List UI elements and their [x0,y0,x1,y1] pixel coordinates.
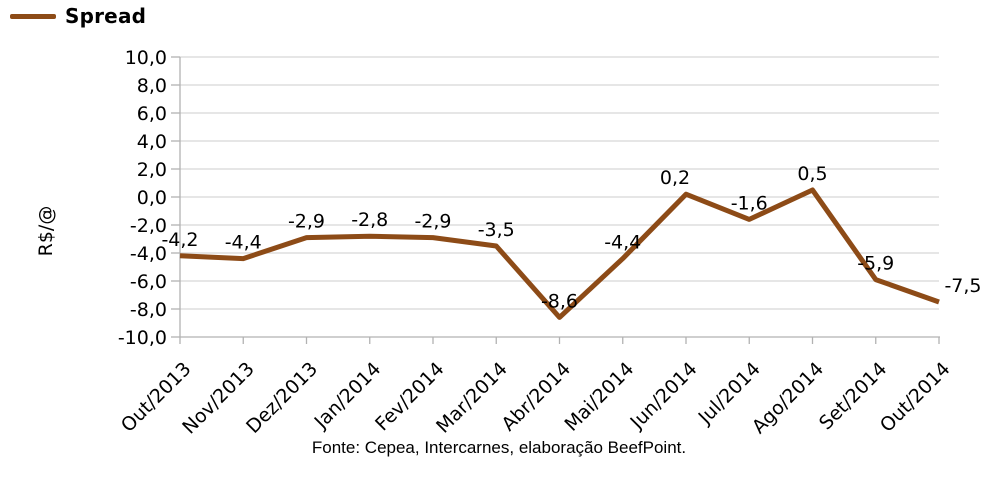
x-tick-label: Jun/2014 [626,358,702,434]
data-point-label: -2,9 [288,211,325,233]
y-tick-label: -10,0 [118,327,167,349]
legend-label: Spread [65,4,147,28]
data-point-label: -4,4 [604,232,641,254]
legend-line-swatch [10,13,56,19]
y-tick-label: 2,0 [137,159,167,181]
data-labels-layer: -4,2 -4,4 -2,9 -2,8 -2,9 -3,5 -8,6 -4,4 0,2 -1,6 0… [161,163,981,312]
data-point-label: -2,8 [351,209,388,231]
data-point-label: -8,6 [541,290,578,312]
y-tick-label: 6,0 [137,103,167,125]
y-tick-label: 10,0 [125,47,167,69]
spread-line-chart: 10,0 8,0 6,0 4,0 2,0 0,0 -2,0 -4,0 -6,0 -8,0 -10,0… [35,47,982,435]
data-point-label: -5,9 [857,253,894,275]
y-tick-label: 8,0 [137,75,167,97]
x-tick-label: Mai/2014 [560,358,638,435]
gridlines-layer [180,56,939,310]
data-point-label: -2,9 [414,211,451,233]
y-axis-title: R$/@ [35,206,57,257]
y-tick-label: 0,0 [137,187,167,209]
data-point-label: 0,2 [660,167,690,189]
y-tick-label: -6,0 [130,271,167,293]
series-layer [179,187,940,320]
y-tick-label: -2,0 [130,215,167,237]
legend: Spread [10,4,146,28]
data-point-label: -3,5 [478,219,515,241]
data-point-label: -4,4 [225,232,262,254]
data-point-label: 0,5 [797,163,827,185]
source-caption: Fonte: Cepea, Intercarnes, elaboração Be… [311,438,687,457]
spread-line [179,187,940,320]
x-tick-label: Out/2014 [876,358,955,435]
data-point-label: -1,6 [731,192,768,214]
y-tick-label: -8,0 [130,299,167,321]
y-tick-label: -4,0 [130,243,167,265]
y-tick-label: 4,0 [137,131,167,153]
data-point-label: -4,2 [161,229,198,251]
data-point-label: -7,5 [944,275,981,297]
